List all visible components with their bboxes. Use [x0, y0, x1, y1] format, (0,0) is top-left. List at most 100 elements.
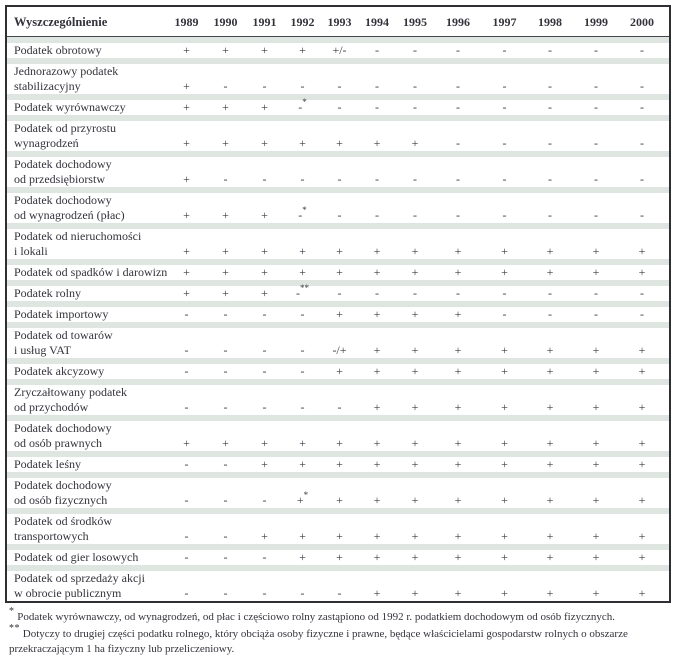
value-cell: + [411, 586, 419, 600]
value-cell: - [594, 43, 598, 57]
row-label: Podatek od środków transportowych [14, 514, 112, 543]
value-cell: + [261, 529, 268, 543]
value-cell: + [222, 286, 229, 300]
row-label: Podatek od spadków i darowizn [14, 265, 168, 279]
value-cell: - [594, 286, 598, 300]
row-label: Jednorazowy podatek stabilizacyjny [14, 64, 119, 93]
value-cell: + [546, 586, 554, 600]
value-cell: + [546, 343, 554, 357]
table-row: Podatek dochodowy od wynagrodzeń (płac) + +… [7, 187, 669, 223]
value-cell: + [638, 265, 646, 279]
value-cell: + [299, 436, 306, 450]
value-cell: -* [298, 97, 307, 115]
column-header-year-1990: 1990 [213, 15, 238, 29]
table-row: Podatek dochodowy od przedsiębiorstw + - - - -… [7, 151, 669, 187]
value-cell: + [454, 457, 462, 471]
value-cell: - [502, 43, 507, 57]
value-cell: + [501, 244, 508, 258]
value-cell: + [546, 550, 554, 564]
value-cell: + [299, 457, 306, 471]
value-cell: - [300, 79, 305, 93]
value-cell: + [411, 436, 419, 450]
row-label: Podatek dochodowy od przedsiębiorstw [14, 157, 112, 186]
value-cell: + [336, 244, 343, 258]
value-cell: + [373, 400, 381, 414]
value-cell: + [261, 244, 268, 258]
value-cell: - [375, 43, 379, 57]
value-cell: + [592, 457, 600, 471]
value-cell: - [502, 100, 507, 114]
value-cell: - [262, 586, 267, 600]
value-cell: - [300, 364, 305, 378]
value-cell: + [373, 343, 381, 357]
value-cell: + [261, 100, 268, 114]
value-cell: + [638, 343, 646, 357]
value-cell: - [375, 172, 379, 186]
value-cell: - [456, 208, 460, 222]
table-row: Podatek od gier losowych - - - + + + + + + + + + [7, 544, 669, 565]
value-cell: - [413, 100, 417, 114]
table-row: Podatek od przyrostu wynagrodzeń + + + + + + + - -… [7, 115, 669, 151]
value-cell: - [456, 100, 460, 114]
value-cell: + [638, 400, 646, 414]
value-cell: - [184, 364, 189, 378]
value-cell: - [456, 172, 460, 186]
value-cell: + [222, 436, 229, 450]
table-row: Podatek akcyzowy - - - - + + + + + + + + [7, 358, 669, 379]
value-cell: + [638, 550, 646, 564]
value-cell: - [262, 364, 267, 378]
value-cell: - [456, 136, 460, 150]
value-cell: + [592, 436, 600, 450]
value-cell: + [299, 550, 306, 564]
table-row: Zryczałtowany podatek od przychodów - - - - - +… [7, 379, 669, 415]
value-cell: - [594, 208, 598, 222]
value-cell: + [373, 364, 381, 378]
row-label: Podatek od sprzedaży akcji w obrocie publ… [14, 571, 145, 600]
value-cell: + [454, 400, 462, 414]
value-cell: - [223, 529, 228, 543]
value-cell: + [336, 364, 343, 378]
column-header-year-1992: 1992 [290, 15, 315, 29]
value-cell: - [223, 343, 228, 357]
value-cell: - [594, 79, 598, 93]
value-cell: - [640, 79, 644, 93]
value-cell: + [411, 550, 419, 564]
value-cell: + [454, 436, 462, 450]
column-header-year-1998: 1998 [538, 15, 562, 29]
value-cell: + [546, 436, 554, 450]
value-cell: + [261, 265, 268, 279]
table-row: Podatek importowy - - - - + + + + - - - - [7, 301, 669, 322]
value-cell: - [223, 364, 228, 378]
value-cell: - [502, 136, 507, 150]
table-row: Podatek dochodowy od osób prawnych + + + + + + +… [7, 415, 669, 451]
value-cell: - [262, 343, 267, 357]
value-cell: - [413, 43, 417, 57]
value-cell: + [183, 136, 190, 150]
value-cell: + [222, 265, 229, 279]
value-cell: + [336, 550, 343, 564]
value-cell: + [592, 400, 600, 414]
value-cell: - [594, 136, 598, 150]
value-cell: + [411, 307, 419, 321]
column-header-year-1994: 1994 [365, 15, 389, 29]
value-cell: - [262, 400, 267, 414]
value-cell: - [548, 172, 552, 186]
value-cell: + [592, 343, 600, 357]
value-cell: - [548, 307, 552, 321]
value-cell: + [454, 364, 462, 378]
value-cell: - [262, 172, 267, 186]
value-cell: + [299, 136, 306, 150]
value-cell: - [223, 307, 228, 321]
value-cell: - [300, 400, 305, 414]
value-cell: + [411, 400, 419, 414]
table-row: Podatek od środków transportowych - - + + + + + +… [7, 508, 669, 544]
value-cell: - [184, 307, 189, 321]
value-cell: + [501, 586, 508, 600]
row-label: Podatek dochodowy od osób fizycznych [14, 478, 112, 507]
value-cell: + [546, 364, 554, 378]
row-label: Podatek dochodowy od wynagrodzeń (płac) [14, 193, 125, 222]
table-row: Podatek od nieruchomości i lokali + + + + + + + +… [7, 223, 669, 259]
value-cell: - [300, 586, 305, 600]
value-cell: + [454, 493, 462, 507]
value-cell: - [337, 586, 342, 600]
